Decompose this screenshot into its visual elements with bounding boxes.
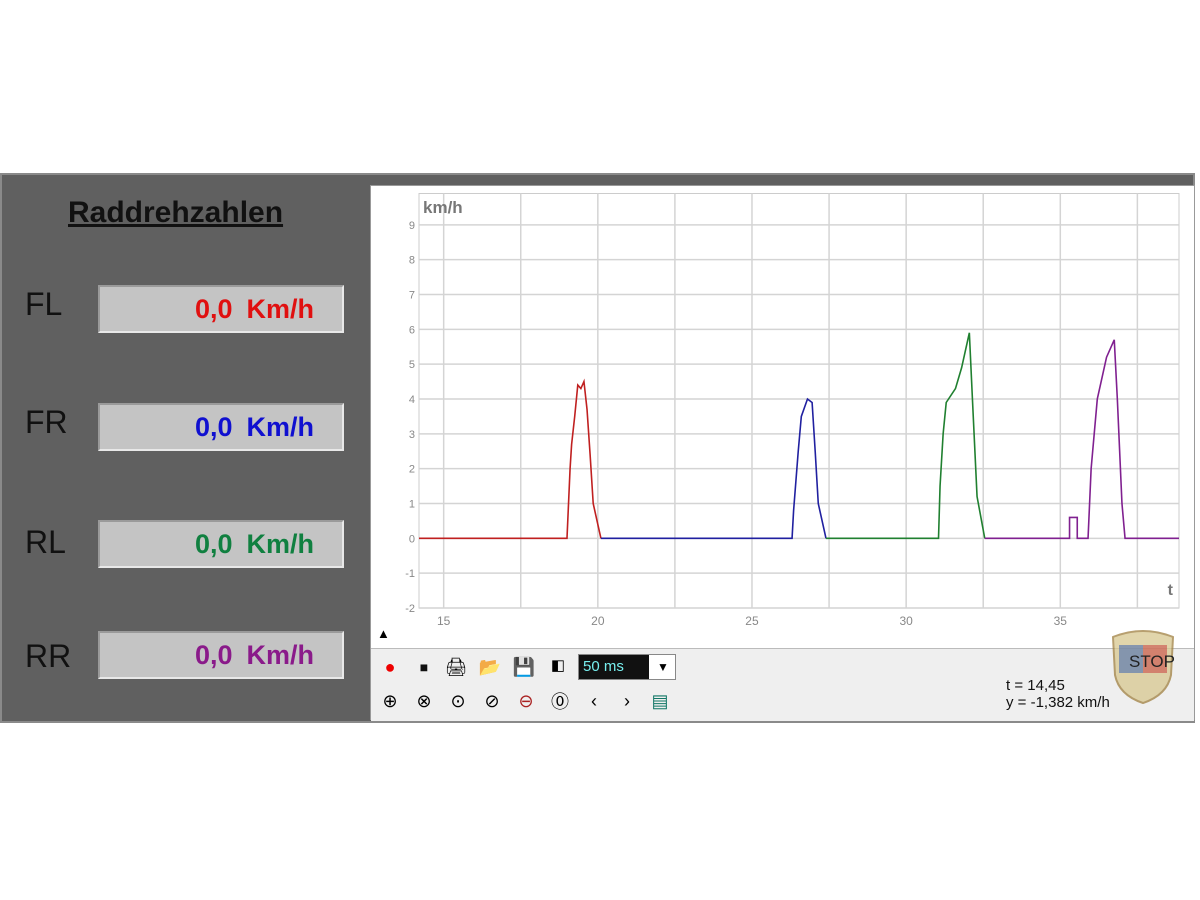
wheel-value-rl: 0,0 Km/h: [98, 520, 344, 568]
x-tick-label: 15: [437, 614, 451, 628]
wheel-value-rr: 0,0 Km/h: [98, 631, 344, 679]
wheel-label-rl: RL: [25, 524, 66, 560]
value: 0,0: [194, 412, 233, 442]
x-tick-label: 20: [591, 614, 605, 628]
cursor-readout: t = 14,45 y = -1,382 km/h: [1006, 677, 1110, 711]
readout-t: t = 14,45: [1006, 677, 1065, 694]
y-tick-label: 6: [409, 324, 415, 336]
chart-frame: -2 -1 0 1 2 3 4 5 6 7 8 9 15 20 25 30 35 t km/h ▲ ● ■ 🖨 📂…: [370, 185, 1195, 721]
export-icon[interactable]: ▤: [651, 690, 669, 711]
y-tick-label: 8: [409, 255, 415, 267]
zoom-reset-icon[interactable]: ⓪: [551, 692, 569, 712]
unit: Km/h: [246, 412, 315, 442]
open-folder-icon[interactable]: 📂: [478, 656, 502, 677]
y-tick-label: 5: [409, 359, 415, 371]
arrow-up-icon[interactable]: ▲: [377, 626, 390, 641]
y-tick-label: 1: [409, 499, 415, 511]
y-tick-label: 0: [409, 533, 415, 545]
x-tick-label: 25: [745, 614, 759, 628]
copy-image-icon[interactable]: ◧: [550, 657, 566, 674]
y-tick-label: 3: [409, 429, 415, 441]
wheel-value-fl: 0,0 Km/h: [98, 285, 344, 333]
x-tick-label: 35: [1054, 614, 1068, 628]
stop-icon[interactable]: ■: [419, 659, 429, 675]
save-icon[interactable]: 💾: [512, 656, 536, 677]
svg-text:STOP: STOP: [1129, 652, 1175, 671]
wheel-label-fl: FL: [25, 286, 63, 322]
print-icon[interactable]: 🖨: [444, 656, 468, 677]
value: 0,0: [194, 640, 233, 670]
panel-title: Raddrehzahlen: [68, 196, 284, 229]
y-tick-label: 7: [409, 290, 415, 302]
scroll-right-icon[interactable]: ›: [624, 690, 630, 711]
zoom-fit-icon[interactable]: ⊖: [518, 690, 534, 711]
y-tick-label: 2: [409, 464, 415, 476]
speed-chart[interactable]: -2 -1 0 1 2 3 4 5 6 7 8 9 15 20 25 30 35 t: [371, 186, 1194, 646]
y-axis-label: km/h: [423, 198, 463, 217]
wheel-label-fr: FR: [25, 404, 68, 440]
x-tick-label: 30: [899, 614, 913, 628]
unit: Km/h: [246, 529, 315, 559]
club-logo: STOP: [1111, 630, 1175, 705]
series-line-3: [984, 339, 1179, 540]
sample-rate-value: 50 ms: [579, 655, 649, 679]
series-line-1: [600, 397, 827, 540]
record-icon[interactable]: ●: [384, 656, 396, 677]
scroll-left-icon[interactable]: ‹: [591, 690, 597, 711]
series-line-0: [419, 378, 602, 540]
wheel-label-rr: RR: [25, 638, 72, 674]
chevron-down-icon[interactable]: ▼: [657, 660, 669, 674]
zoom-in-x-icon[interactable]: ⊙: [450, 690, 466, 711]
plot-area: [418, 193, 1180, 609]
value: 0,0: [194, 529, 233, 559]
zoom-x-icon[interactable]: ⊗: [416, 690, 432, 711]
series-line-2: [825, 332, 986, 540]
y-tick-label: -2: [405, 603, 415, 615]
zoom-out-x-icon[interactable]: ⊘: [484, 690, 500, 711]
y-tick-label: 4: [409, 394, 415, 406]
wheel-value-fr: 0,0 Km/h: [98, 403, 344, 451]
readout-y: y = -1,382 km/h: [1006, 694, 1110, 711]
value: 0,0: [194, 294, 233, 324]
y-tick-label: 9: [409, 220, 415, 232]
sample-rate-select[interactable]: 50 ms ▼: [578, 654, 676, 680]
unit: Km/h: [246, 294, 315, 324]
y-tick-label: -1: [405, 568, 415, 580]
chart-toolbar: ● ■ 🖨 📂 💾 ◧ 50 ms ▼ ⊕ ⊗ ⊙ ⊘ ⊖ ⓪ ‹ › ▤ t …: [371, 630, 1194, 721]
zoom-y-icon[interactable]: ⊕: [382, 690, 398, 711]
x-axis-label: t: [1168, 582, 1174, 599]
unit: Km/h: [246, 640, 315, 670]
